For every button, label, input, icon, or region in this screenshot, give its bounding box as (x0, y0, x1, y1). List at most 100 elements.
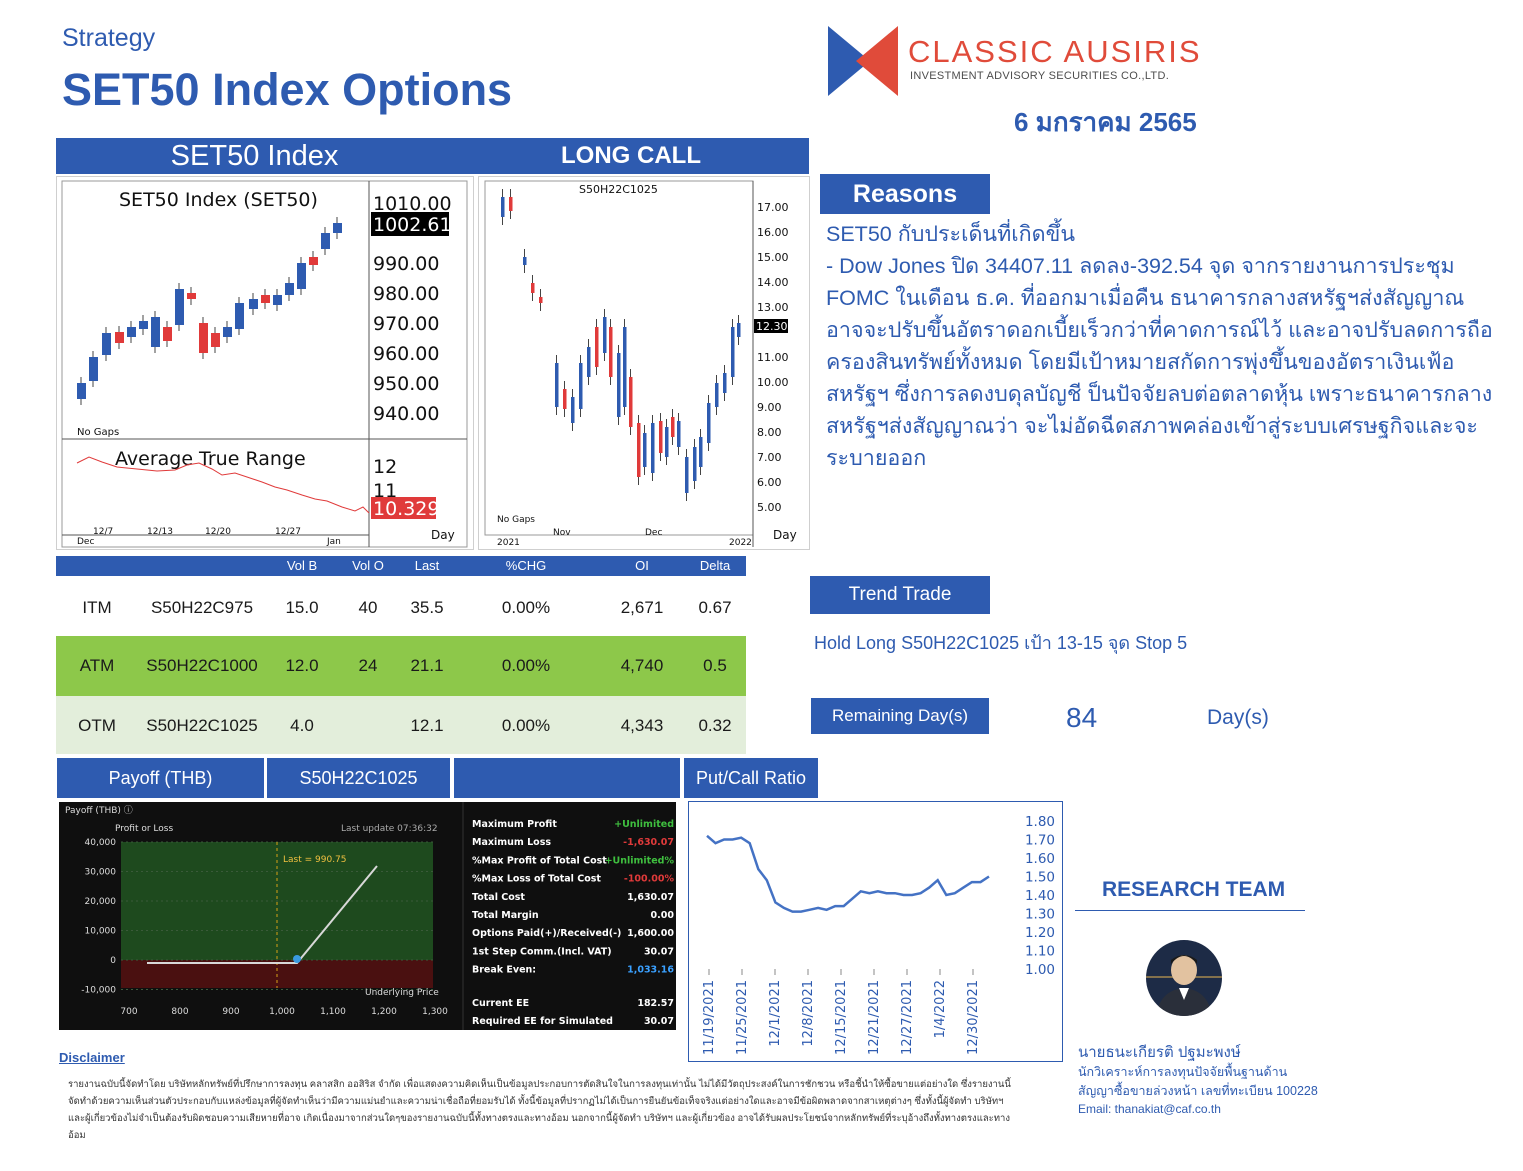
set50-y-tick: 960.00 (373, 343, 439, 365)
row-vol-o: 40 (358, 598, 378, 617)
call-candle (587, 347, 591, 377)
set50-candle (151, 317, 160, 347)
pcr-x-tick: 11/19/2021 (702, 980, 717, 1055)
table-row[interactable]: OTM S50H22C1025 4.0 12.1 0.00% 4,343 0.3… (56, 696, 746, 754)
set50-candle (187, 293, 196, 299)
pcr-y-tick: 1.70 (1025, 833, 1055, 849)
call-candle (665, 427, 669, 457)
disclaimer-title: Disclaimer (59, 1050, 125, 1065)
call-candle (555, 363, 559, 407)
call-candle (699, 437, 703, 467)
payoff-stat-label: Maximum Loss (472, 837, 551, 848)
pcr-x-tick: 1/4/2022 (933, 980, 948, 1038)
payoff-y-tick: 10,000 (85, 927, 117, 937)
payoff-stat-value: +Unlimited (614, 819, 674, 830)
set50-candle (273, 295, 282, 305)
company-name: CLASSIC AUSIRIS (908, 34, 1202, 69)
call-candle (707, 403, 711, 443)
pcr-y-tick: 1.10 (1025, 944, 1055, 960)
analyst-name: นายธนะเกียรติ ปฐมะพงษ์ (1078, 1044, 1241, 1061)
payoff-stat-value: -1,630.07 (623, 837, 674, 848)
payoff-stat-value: 30.07 (644, 1016, 674, 1027)
payoff-stat-label: %Max Profit of Total Cost (472, 855, 607, 866)
call-y-tick: 13.00 (757, 301, 789, 314)
payoff-x-tick: 700 (120, 1007, 137, 1017)
payoff-x-tick: 1,100 (320, 1007, 346, 1017)
row-vol-b: 4.0 (290, 716, 314, 735)
payoff-stat-value: 0.00 (651, 910, 675, 921)
set50-last-label: 1002.61 (373, 214, 452, 236)
pcr-y-tick: 1.30 (1025, 907, 1055, 923)
remaining-days-button[interactable]: Remaining Day(s) (811, 698, 989, 734)
set50-month-dec: Dec (77, 537, 94, 547)
call-y-tick: 17.00 (757, 201, 789, 214)
payoff-stat-value: 1,033.16 (627, 965, 674, 976)
call-candle (571, 397, 575, 423)
set50-y-tick: 970.00 (373, 313, 439, 335)
payoff-stat-label: %Max Loss of Total Cost (472, 874, 601, 885)
payoff-x-tick: 1,000 (269, 1007, 295, 1017)
call-y-tick: 9.00 (757, 401, 782, 414)
set50-x-tick: 12/20 (205, 527, 231, 537)
set50-candle (102, 333, 111, 355)
row-type: ITM (82, 598, 112, 617)
put-call-ratio-bar[interactable]: Put/Call Ratio (684, 758, 818, 798)
call-candle (623, 327, 627, 407)
row-chg: 0.00% (501, 598, 551, 617)
row-series: S50H22C1000 (146, 656, 258, 675)
company-subtitle: INVESTMENT ADVISORY SECURITIES CO.,LTD. (910, 70, 1170, 82)
payoff-stat-value: -100.00% (624, 874, 675, 885)
payoff-y-tick: 20,000 (85, 897, 117, 907)
trend-trade-button[interactable]: Trend Trade (810, 576, 990, 614)
payoff-stat-value: 30.07 (644, 946, 674, 957)
table-row[interactable]: ITM S50H22C975 15.0 40 35.5 0.00% 2,671 … (56, 578, 746, 636)
row-type: OTM (78, 716, 116, 735)
payoff-bar[interactable]: Payoff (THB) (57, 758, 264, 798)
call-candle (563, 389, 567, 409)
row-delta: 0.67 (698, 598, 732, 617)
reasons-body: - Dow Jones ปิด 34407.11 ลดลง-392.54 จุด… (826, 254, 1493, 470)
analyst-email[interactable]: Email: thanakiat@caf.co.th (1078, 1102, 1221, 1116)
payoff-x-tick: 1,200 (371, 1007, 397, 1017)
call-y-tick: 16.00 (757, 226, 789, 239)
row-delta: 0.32 (698, 716, 732, 735)
payoff-y-tick: 0 (110, 956, 116, 966)
payoff-stat-label: Total Margin (472, 910, 539, 921)
set50-tick-top: 1010.00 (373, 193, 452, 215)
reasons-button[interactable]: Reasons (820, 174, 990, 214)
set50-candle (211, 333, 220, 347)
row-oi: 4,343 (620, 716, 664, 735)
analyst-role: นักวิเคราะห์การลงทุนปัจจัยพื้นฐานด้าน สั… (1078, 1063, 1318, 1101)
table-row[interactable]: ATM S50H22C1000 12.0 24 21.1 0.00% 4,740… (56, 636, 746, 696)
remaining-days-unit: Day(s) (1207, 706, 1269, 729)
set50-x-tick: 12/7 (93, 527, 113, 537)
pcr-x-tick: 12/21/2021 (867, 980, 882, 1055)
call-candle (539, 297, 543, 303)
call-y-tick: 14.00 (757, 276, 789, 289)
atr-tick-11: 11 (373, 480, 397, 502)
set50-candle (285, 283, 294, 295)
series-bar[interactable]: S50H22C1025 (267, 758, 450, 798)
set50-period: Day (431, 528, 455, 542)
payoff-y-tick: -10,000 (81, 986, 116, 996)
pcr-y-tick: 1.40 (1025, 888, 1055, 904)
call-candlestick-chart: S50H22C1025 No Gaps 17.00 16.00 15.00 14.00… (484, 180, 797, 548)
row-chg: 0.00% (501, 656, 551, 675)
call-y-tick: 8.00 (757, 426, 782, 439)
call-candle (579, 363, 583, 409)
call-month-nov: Nov (553, 528, 571, 538)
call-period: Day (773, 528, 797, 542)
call-y-tick: 6.00 (757, 476, 782, 489)
put-call-ratio-panel: 1.80 1.70 1.60 1.50 1.40 1.30 1.20 1.10 1.00 11/… (688, 801, 1063, 1062)
atr-tick-12: 12 (373, 456, 397, 478)
call-y-tick: 10.00 (757, 376, 789, 389)
row-last: 35.5 (410, 598, 444, 617)
call-candle (617, 353, 621, 417)
set50-candle (321, 233, 330, 249)
atr-last-label: 10.329 (373, 498, 439, 520)
payoff-x-tick: 800 (171, 1007, 188, 1017)
call-candle (595, 327, 599, 367)
call-candle (659, 421, 663, 453)
call-candle (723, 373, 727, 393)
row-series: S50H22C975 (150, 598, 254, 617)
